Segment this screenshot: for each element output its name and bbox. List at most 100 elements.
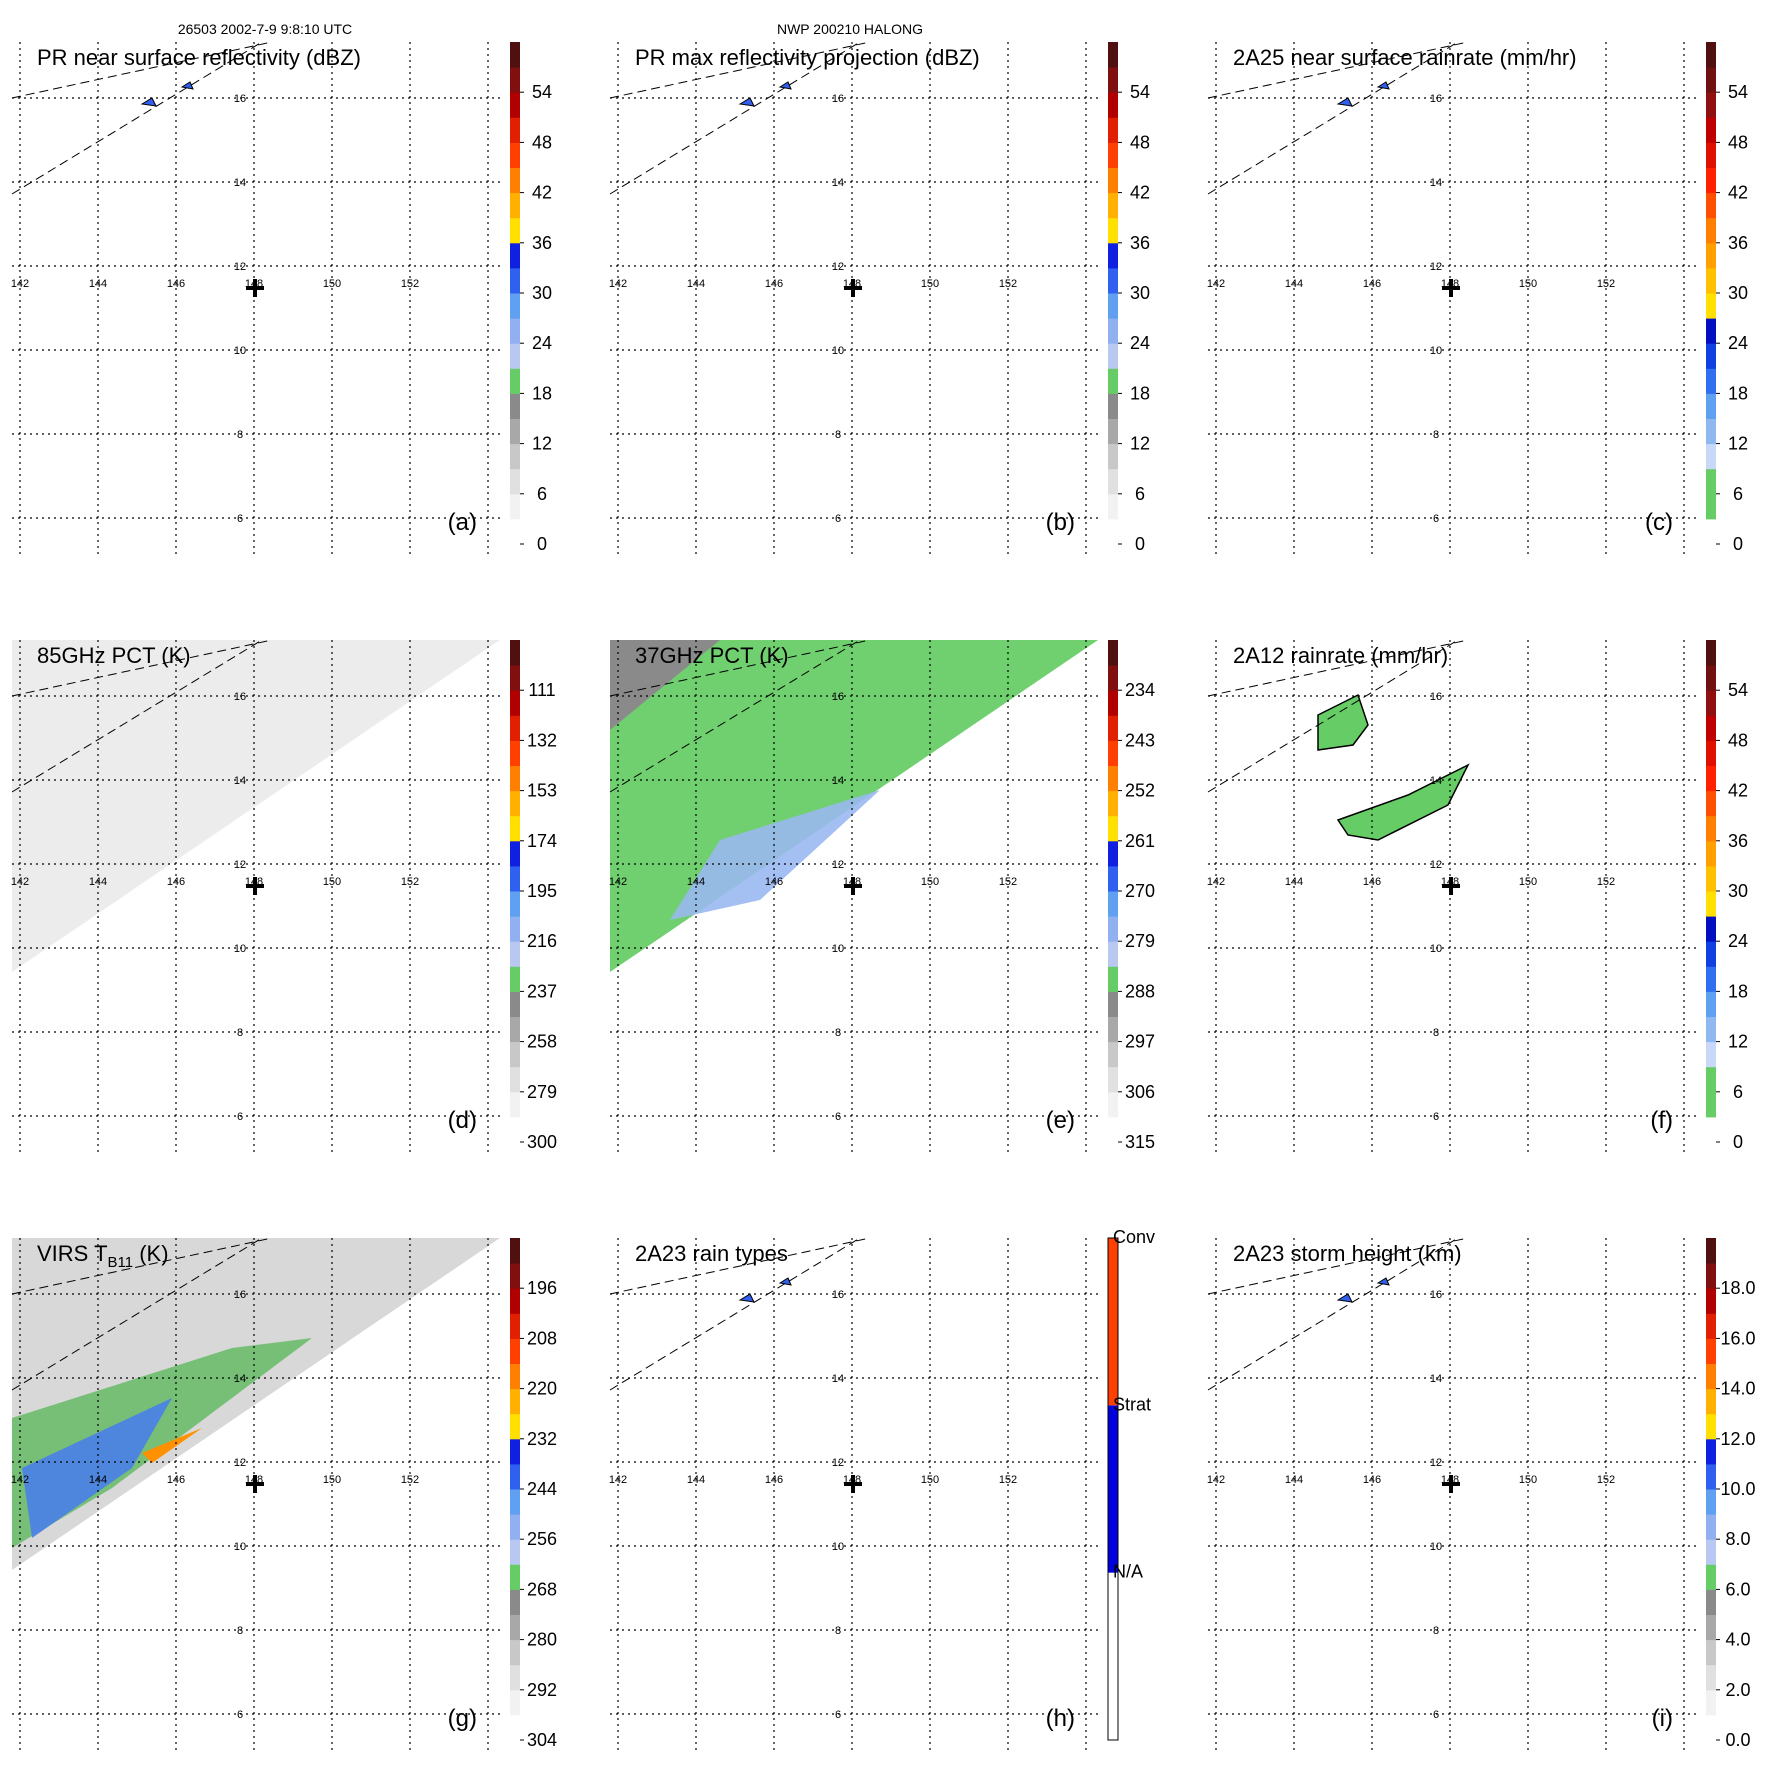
colorbar-tick-label: 54 <box>532 82 552 102</box>
colorbar-tick-label: 10.0 <box>1720 1479 1755 1499</box>
colorbar-segment <box>510 640 520 666</box>
colorbar-segment <box>1108 92 1118 118</box>
panel-letter: (a) <box>448 509 477 536</box>
colorbar-segment <box>510 468 520 495</box>
colorbar-tick-label: 36 <box>1728 233 1748 253</box>
colorbar-tick-label: 244 <box>527 1479 557 1499</box>
colorbar-tick-label: 16.0 <box>1720 1328 1755 1348</box>
colorbar-segment <box>510 865 520 892</box>
colorbar: 0 6 12 18 24 30 36 42 48 54 <box>1706 640 1748 1152</box>
colorbar-tick-label: 256 <box>527 1529 557 1549</box>
storm-center-marker <box>1442 1475 1460 1493</box>
colorbar-tick-label: 258 <box>527 1032 557 1052</box>
colorbar-segment <box>510 690 520 716</box>
colorbar-segment <box>1108 42 1118 68</box>
lon-tick-label: 150 <box>323 278 341 290</box>
colorbar-tick-label: 237 <box>527 981 557 1001</box>
colorbar-segment <box>1706 1238 1716 1264</box>
swath-boundary <box>11 639 273 697</box>
swath-boundary <box>1207 639 1469 697</box>
colorbar-tick-label: 54 <box>1728 680 1748 700</box>
colorbar-segment <box>510 493 520 520</box>
colorbar-segment <box>510 815 520 842</box>
colorbar-tick-label: 42 <box>1130 183 1150 203</box>
lon-tick-label: 152 <box>1597 1474 1615 1486</box>
colorbar-segment <box>1706 393 1716 419</box>
lat-tick-label: 12 <box>832 859 844 871</box>
lat-tick-label: 6 <box>237 513 243 525</box>
swath-cold-region <box>670 790 880 920</box>
colorbar-tick-label: 18 <box>1728 981 1748 1001</box>
panel-h: 14214414614815015268101214162A23 rain ty… <box>609 1227 1155 1754</box>
colorbar-segment <box>510 665 520 691</box>
lon-tick-label: 144 <box>1285 1474 1303 1486</box>
colorbar-segment <box>510 1489 520 1515</box>
colorbar-segment <box>1706 690 1716 716</box>
colorbar-tick-label: 4.0 <box>1725 1630 1750 1650</box>
colorbar-segment <box>1108 941 1118 967</box>
colorbar-segment <box>510 192 520 219</box>
colorbar-tick-label: 243 <box>1125 730 1155 750</box>
lon-tick-label: 150 <box>1519 876 1537 888</box>
lat-tick-label: 8 <box>237 429 243 441</box>
lat-tick-label: 8 <box>237 1027 243 1039</box>
colorbar-tick-label: 270 <box>1125 881 1155 901</box>
colorbar-tick-label: 279 <box>527 1082 557 1102</box>
colorbar-segment <box>510 715 520 741</box>
lat-tick-label: 12 <box>1430 261 1442 273</box>
colorbar-tick-label: 234 <box>1125 680 1155 700</box>
lat-tick-label: 8 <box>835 1625 841 1637</box>
colorbar-tick-label: 195 <box>527 881 557 901</box>
colorbar-segment <box>510 92 520 118</box>
colorbar-segment <box>1108 715 1118 741</box>
swath-boundary <box>609 1237 871 1295</box>
colorbar-segment <box>510 1116 520 1143</box>
colorbar-segment <box>1706 1116 1716 1143</box>
lat-tick-label: 12 <box>234 261 246 273</box>
rain-cells <box>1336 81 1390 107</box>
colorbar-segment <box>510 142 520 168</box>
lon-tick-label: 152 <box>999 876 1017 888</box>
swath-boundary <box>609 41 861 195</box>
storm-center-marker <box>844 1475 862 1493</box>
lon-tick-label: 144 <box>687 1474 705 1486</box>
colorbar-segment <box>510 1016 520 1043</box>
colorbar-segment <box>1108 966 1118 992</box>
colorbar-segment <box>510 1413 520 1440</box>
swath-boundary <box>1207 1237 1469 1295</box>
colorbar-label: Conv <box>1113 1227 1155 1247</box>
colorbar-tick-label: 24 <box>1728 931 1748 951</box>
colorbar-tick-label: 18 <box>1728 383 1748 403</box>
colorbar-segment <box>510 1313 520 1339</box>
swath-area <box>12 1238 500 1570</box>
lat-tick-label: 12 <box>234 1457 246 1469</box>
rain-cells <box>738 1277 792 1303</box>
colorbar-segment <box>510 1689 520 1716</box>
colorbar-segment <box>510 267 520 294</box>
colorbar-tick-label: 297 <box>1125 1032 1155 1052</box>
colorbar-segment <box>510 1539 520 1565</box>
colorbar-segment <box>1706 1313 1716 1339</box>
colorbar-segment <box>1108 117 1118 143</box>
colorbar-tick-label: 14.0 <box>1720 1379 1755 1399</box>
lat-tick-label: 8 <box>1433 1625 1439 1637</box>
lat-tick-label: 16 <box>1430 691 1442 703</box>
colorbar-tick-label: 6 <box>1135 484 1145 504</box>
lat-tick-label: 14 <box>1430 1373 1442 1385</box>
colorbar-segment <box>1108 815 1118 842</box>
colorbar-tick-label: 12 <box>1728 1032 1748 1052</box>
colorbar-segment <box>510 368 520 394</box>
swath-boundary <box>11 41 273 99</box>
lon-tick-label: 150 <box>323 1474 341 1486</box>
lat-tick-label: 10 <box>832 1541 844 1553</box>
lon-tick-label: 152 <box>401 278 419 290</box>
colorbar-segment <box>1706 1714 1716 1741</box>
colorbar-tick-label: 30 <box>532 283 552 303</box>
swath-boundary <box>1207 639 1459 793</box>
colorbar-tick-label: 30 <box>1130 283 1150 303</box>
colorbar-tick-label: 12 <box>1130 434 1150 454</box>
colorbar-segment <box>510 1338 520 1364</box>
colorbar-tick-label: 315 <box>1125 1132 1155 1152</box>
lat-tick-label: 14 <box>832 177 844 189</box>
